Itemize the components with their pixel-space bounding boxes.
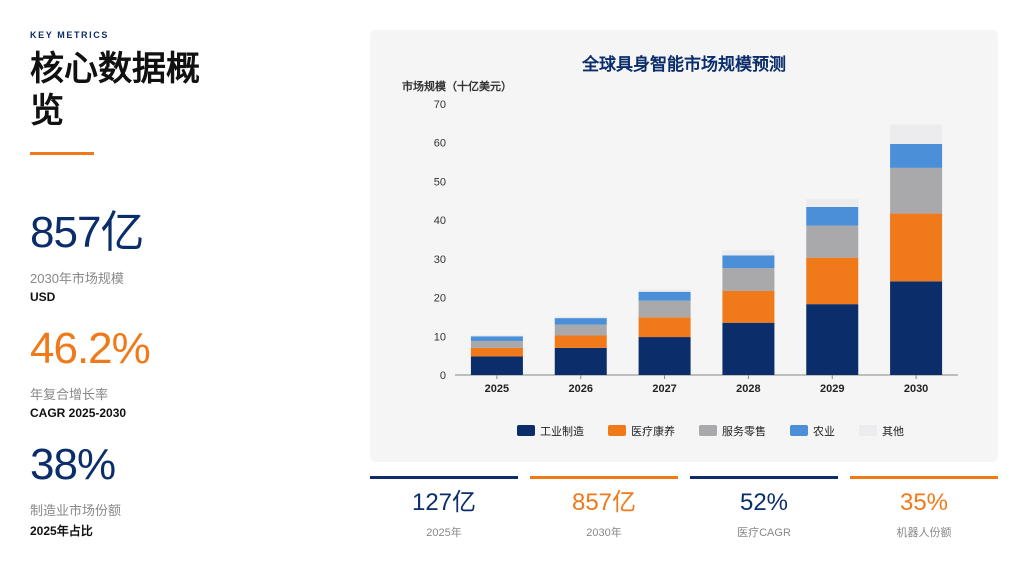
bar-segment xyxy=(554,324,607,336)
metric-cagr: 46.2% 年复合增长率 CAGR 2025-2030 xyxy=(30,324,151,420)
bar-segment xyxy=(806,198,859,207)
legend-label: 医疗康养 xyxy=(631,424,675,438)
stat-accent-bar xyxy=(530,476,678,479)
x-tick-label: 2026 xyxy=(569,383,593,395)
metric-sub: 2025年占比 xyxy=(30,524,93,538)
stat-robot-share: 35% 机器人份额 xyxy=(850,476,998,540)
bar-segment xyxy=(722,255,775,269)
metric-label: 制造业市场份额 xyxy=(30,503,122,518)
stat-label: 2025年 xyxy=(426,527,462,539)
bar-segment xyxy=(638,300,691,318)
bar-segment xyxy=(890,124,943,144)
x-tick-label: 2028 xyxy=(736,383,760,395)
bar-segment xyxy=(470,336,523,341)
bar-segment xyxy=(722,250,775,256)
bar-segment xyxy=(554,335,607,348)
bar-segment xyxy=(554,347,607,375)
metric-value: 38% xyxy=(30,440,116,489)
bar-segment xyxy=(470,340,523,348)
stat-accent-bar xyxy=(370,476,518,479)
x-tick-label: 2029 xyxy=(820,383,844,395)
metric-market-size: 857亿 2030年市场规模 USD xyxy=(30,208,144,304)
legend-swatch xyxy=(859,425,877,436)
legend-swatch xyxy=(517,425,535,436)
stat-2025: 127亿 2025年 xyxy=(370,476,518,540)
y-tick-label: 0 xyxy=(440,370,446,382)
stat-medical-cagr: 52% 医疗CAGR xyxy=(690,476,838,540)
bar-segment xyxy=(806,206,859,226)
stat-accent-bar xyxy=(690,476,838,479)
bar-segment xyxy=(638,289,691,292)
legend-swatch xyxy=(790,425,808,436)
x-tick-label: 2027 xyxy=(652,383,676,395)
y-axis-label: 市场规模（十亿美元） xyxy=(402,79,512,93)
legend-label: 农业 xyxy=(813,424,835,438)
y-tick-label: 60 xyxy=(434,138,446,150)
bar-segment xyxy=(638,291,691,301)
bar-segment xyxy=(890,281,943,375)
stat-value: 127亿 xyxy=(411,489,477,516)
bar-segment xyxy=(722,268,775,291)
bar-segment xyxy=(806,225,859,258)
key-metrics-panel: KEY METRICS 核心数据概览 xyxy=(30,30,330,155)
kicker-label: KEY METRICS xyxy=(30,30,109,40)
bar-segment xyxy=(806,304,859,375)
metric-manufacturing-share: 38% 制造业市场份额 2025年占比 xyxy=(30,440,121,539)
x-tick-label: 2025 xyxy=(485,383,509,395)
stat-label: 2030年 xyxy=(586,527,622,539)
y-tick-label: 50 xyxy=(434,176,446,188)
bar-segment xyxy=(470,356,523,375)
metric-value: 46.2% xyxy=(30,324,151,373)
y-tick-label: 20 xyxy=(434,293,446,305)
bar-segment xyxy=(806,257,859,305)
legend-label: 其他 xyxy=(882,425,904,438)
bar-segment xyxy=(890,213,943,282)
stat-value: 35% xyxy=(899,489,949,516)
legend-label: 工业制造 xyxy=(540,424,584,438)
bar-segment xyxy=(890,167,943,214)
legend-swatch xyxy=(608,425,626,436)
stat-2030: 857亿 2030年 xyxy=(530,476,678,540)
x-tick-label: 2030 xyxy=(904,383,928,395)
chart-card: 全球具身智能市场规模预测 市场规模（十亿美元） 0 10 20 30 40 50 60 70 20… xyxy=(370,30,998,462)
stat-label: 医疗CAGR xyxy=(737,527,791,539)
stat-label: 机器人份额 xyxy=(896,527,952,539)
metric-sub: CAGR 2025-2030 xyxy=(30,406,127,420)
bar-segment xyxy=(722,322,775,375)
bar-segment xyxy=(638,317,691,338)
legend-swatch xyxy=(699,425,717,436)
bar-segment xyxy=(554,316,607,319)
bar-segment xyxy=(470,335,523,337)
y-tick-label: 10 xyxy=(434,331,446,343)
y-tick-label: 70 xyxy=(434,99,446,111)
stat-accent-bar xyxy=(850,476,998,479)
title-accent-line xyxy=(30,152,94,155)
metric-label: 2030年市场规模 xyxy=(30,271,124,286)
bar-segment xyxy=(722,290,775,323)
bar-segment xyxy=(554,318,607,325)
y-tick-label: 30 xyxy=(434,254,446,266)
bar-segment xyxy=(890,143,943,168)
metric-label: 年复合增长率 xyxy=(30,387,109,402)
stat-value: 52% xyxy=(739,489,789,516)
metric-sub: USD xyxy=(30,290,56,304)
bar-segment xyxy=(638,337,691,375)
bar-segment xyxy=(470,347,523,357)
metric-value: 857亿 xyxy=(30,208,144,257)
legend-label: 服务零售 xyxy=(722,424,766,438)
page-title: 核心数据概览 xyxy=(30,50,200,130)
y-tick-label: 40 xyxy=(434,215,446,227)
stat-value: 857亿 xyxy=(571,489,637,516)
chart-title: 全球具身智能市场规模预测 xyxy=(582,55,786,74)
